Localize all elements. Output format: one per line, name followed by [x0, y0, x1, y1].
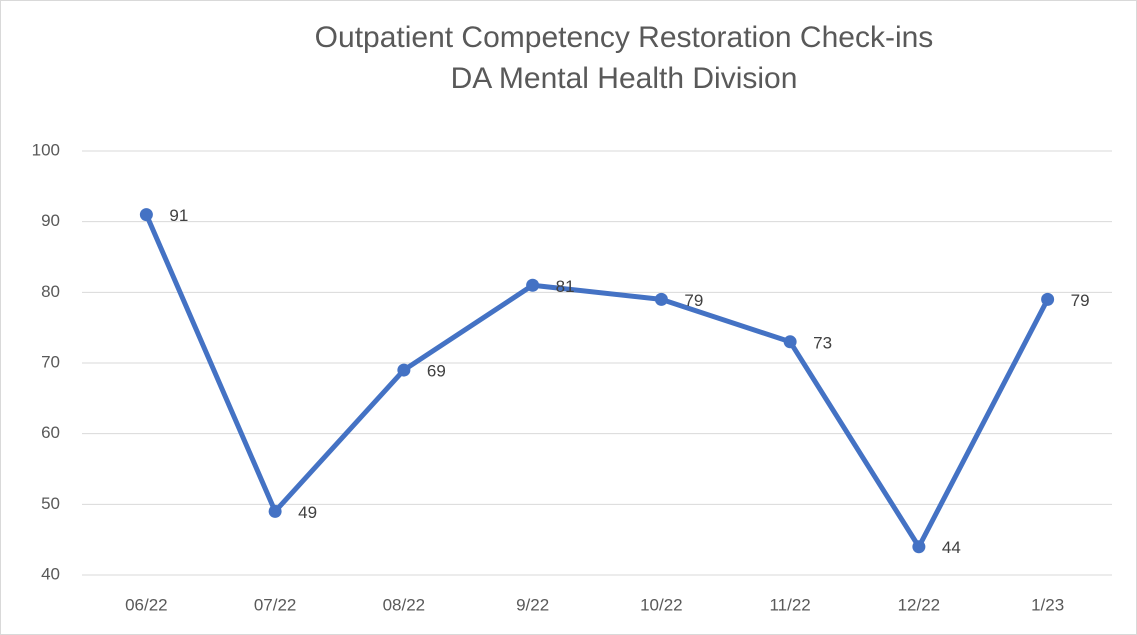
x-tick-label: 08/22 — [383, 595, 426, 614]
line — [144, 213, 1050, 550]
data-label: 69 — [427, 362, 446, 381]
y-tick-label: 40 — [41, 564, 60, 583]
data-label: 79 — [684, 291, 703, 310]
data-label: 49 — [298, 503, 317, 522]
x-tick-label: 9/22 — [516, 595, 549, 614]
y-tick-label: 70 — [41, 352, 60, 371]
data-label: 91 — [169, 206, 188, 225]
y-tick-label: 100 — [32, 140, 60, 159]
y-tick-label: 90 — [41, 211, 60, 230]
marker — [912, 540, 926, 554]
data-label: 73 — [813, 333, 832, 352]
x-tick-label: 12/22 — [898, 595, 941, 614]
marker — [1041, 292, 1055, 306]
marker — [526, 278, 540, 292]
x-tick-label: 11/22 — [769, 595, 810, 614]
y-tick-label: 60 — [41, 423, 60, 442]
marker — [654, 292, 668, 306]
y-tick-label: 80 — [41, 282, 60, 301]
marker — [397, 363, 411, 377]
y-tick-label: 50 — [41, 494, 60, 513]
x-tick-label: 1/23 — [1031, 595, 1064, 614]
x-tick-label: 06/22 — [125, 595, 168, 614]
data-label: 81 — [556, 277, 575, 296]
marker — [139, 208, 153, 222]
x-tick-label: 10/22 — [640, 595, 683, 614]
marker — [783, 335, 797, 349]
chart-title: Outpatient Competency Restoration Check-… — [315, 21, 934, 54]
x-tick-label: 07/22 — [254, 595, 297, 614]
marker — [268, 504, 282, 518]
chart-subtitle: DA Mental Health Division — [451, 62, 798, 95]
data-label: 79 — [1071, 291, 1090, 310]
data-label: 44 — [942, 538, 961, 557]
